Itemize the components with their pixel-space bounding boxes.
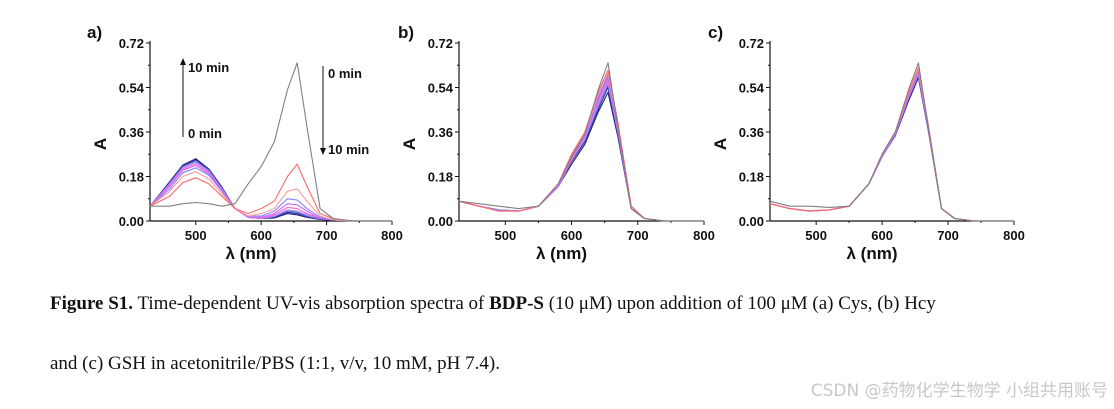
panel-a-xtick-label: 600 — [250, 228, 272, 243]
panel-b-ytick-label: 0.54 — [428, 81, 454, 96]
panel-b-xtick-label: 700 — [627, 228, 649, 243]
panel-c-series-10-min — [769, 77, 1014, 222]
panel-b-ytick-label: 0.36 — [428, 125, 453, 140]
panel-c-series-0-min — [769, 62, 1014, 222]
panel-b-series-t3 — [458, 74, 704, 222]
panel-b-ylabel: A — [400, 138, 419, 150]
panel-a-panel-label: a) — [87, 23, 102, 42]
panel-b-series-t1 — [458, 69, 704, 222]
panel-c-ytick-label: 0.54 — [739, 81, 765, 96]
panel-a-series-t4 — [149, 164, 392, 222]
panel-c-xtick-label: 600 — [871, 228, 893, 243]
panel-a-xtick-label: 700 — [316, 228, 338, 243]
panel-a-annotation-10min-top: 10 min — [188, 60, 229, 75]
panel-b-xtick-label: 500 — [494, 228, 516, 243]
panel-c-series-t1 — [769, 67, 1014, 222]
panel-c-ytick-label: 0.36 — [739, 125, 764, 140]
panel-b-ytick-label: 0.18 — [428, 170, 453, 185]
panel-c-xtick-label: 700 — [937, 228, 959, 243]
panel-b-ytick-label: 0.00 — [428, 214, 453, 229]
panel-c-series-t7 — [769, 74, 1014, 222]
panel-a-ytick-label: 0.00 — [119, 214, 144, 229]
panel-b-series-t7 — [458, 84, 704, 222]
panel-c-series-t6 — [769, 73, 1014, 222]
panel-a-annotation-10min-bottom: 10 min — [328, 142, 369, 157]
panel-a-series-t1 — [149, 163, 392, 222]
panel-c-series-t3 — [769, 69, 1014, 222]
panel-b-series-t6 — [458, 82, 704, 222]
panel-b-series-t5 — [458, 79, 704, 222]
watermark: CSDN @药物化学生物学 小组共用账号 — [810, 381, 1108, 401]
panel-b-series-10-min — [458, 91, 704, 222]
caption-compound: BDP-S — [489, 293, 544, 314]
panel-a-series-t3 — [149, 167, 392, 222]
panel-c-series-t2 — [769, 68, 1014, 222]
panel-b-series-0-min — [458, 62, 704, 222]
panel-b-ytick-label: 0.72 — [428, 36, 453, 51]
panel-c-series-t5 — [769, 72, 1014, 222]
caption-text-b: (10 μM) upon addition of 100 μM (a) Cys,… — [543, 293, 936, 314]
panel-c-ytick-label: 0.72 — [739, 36, 764, 51]
panel-c-ytick-label: 0.00 — [739, 214, 764, 229]
panel-a-xtick-label: 500 — [185, 228, 207, 243]
caption-line-1: Figure S1. Time-dependent UV-vis absorpt… — [50, 293, 936, 315]
panel-b-series-t8 — [458, 86, 704, 222]
panel-b-xlabel: λ (nm) — [536, 244, 587, 263]
panel-a-ytick-label: 0.54 — [119, 81, 145, 96]
panel-a-ytick-label: 0.36 — [119, 125, 144, 140]
panel-c-ylabel: A — [711, 138, 730, 150]
panel-a-series-0-min — [150, 62, 392, 222]
panel-a-ytick-label: 0.18 — [119, 170, 144, 185]
panel-b-xtick-label: 600 — [561, 228, 583, 243]
panel-a-xlabel: λ (nm) — [226, 244, 277, 263]
panel-c-ytick-label: 0.18 — [739, 170, 764, 185]
panel-a-series-t2 — [149, 171, 392, 222]
panel-a-arrow-up-head — [180, 58, 186, 65]
panel-c-series-t4 — [769, 70, 1014, 222]
caption-line-2: and (c) GSH in acetonitrile/PBS (1:1, v/… — [50, 353, 500, 374]
panel-c-xlabel: λ (nm) — [847, 244, 898, 263]
panel-a-annotation-0min-left: 0 min — [188, 126, 222, 141]
panel-c-panel-label: c) — [708, 23, 723, 42]
panel-b-panel-label: b) — [398, 23, 414, 42]
panel-a-annotation-0min-right: 0 min — [328, 66, 362, 81]
panel-a-ylabel: A — [91, 138, 110, 150]
panel-c-xtick-label: 800 — [1003, 228, 1025, 243]
panel-c-xtick-label: 500 — [805, 228, 827, 243]
panel-a-xtick-label: 800 — [381, 228, 403, 243]
caption-label: Figure S1. — [50, 293, 134, 314]
panel-b-xtick-label: 800 — [693, 228, 715, 243]
panel-a-arrow-down-head — [320, 148, 326, 155]
caption-text-a: Time-dependent UV-vis absorption spectra… — [133, 293, 490, 314]
panel-c-series-t8 — [769, 75, 1014, 222]
panel-a-ytick-label: 0.72 — [119, 36, 144, 51]
